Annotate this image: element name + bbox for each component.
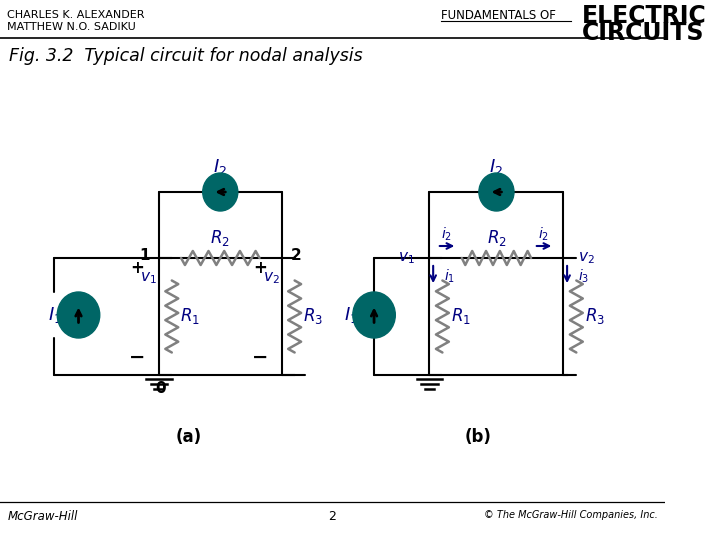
Text: $i_2$: $i_2$ [441,225,451,242]
Text: $I_1$: $I_1$ [344,305,358,325]
Text: $I_2$: $I_2$ [213,157,228,177]
Text: 2: 2 [291,248,302,264]
Text: $R_3$: $R_3$ [585,307,605,327]
Text: $i_2$: $i_2$ [538,225,549,242]
Text: $I_1$: $I_1$ [48,305,63,325]
Text: $R_2$: $R_2$ [210,228,230,248]
Text: © The McGraw-Hill Companies, Inc.: © The McGraw-Hill Companies, Inc. [484,510,657,520]
Text: $i_3$: $i_3$ [578,267,590,285]
Text: $v_2$: $v_2$ [264,270,280,286]
Text: ELECTRIC: ELECTRIC [582,4,706,28]
Text: +: + [253,259,267,277]
Text: FUNDAMENTALS OF: FUNDAMENTALS OF [441,9,557,22]
Circle shape [203,173,238,211]
Circle shape [58,292,100,338]
Text: Fig. 3.2  Typical circuit for nodal analysis: Fig. 3.2 Typical circuit for nodal analy… [9,47,363,65]
Text: $R_1$: $R_1$ [180,307,200,327]
Text: $v_1$: $v_1$ [140,270,157,286]
Text: $v_1$: $v_1$ [398,250,415,266]
Text: McGraw-Hill: McGraw-Hill [7,510,78,523]
Text: $R_3$: $R_3$ [303,307,323,327]
Text: (a): (a) [176,428,202,446]
Text: $R_1$: $R_1$ [451,307,471,327]
Text: −: − [130,348,146,367]
Text: $R_2$: $R_2$ [487,228,506,248]
Text: CIRCUITS: CIRCUITS [582,21,704,45]
Text: 0: 0 [156,381,166,396]
Circle shape [479,173,514,211]
Text: −: − [252,348,269,367]
Text: $I_2$: $I_2$ [490,157,503,177]
Circle shape [353,292,395,338]
Text: +: + [131,259,145,277]
Text: 1: 1 [139,248,149,264]
Text: MATTHEW N.O. SADIKU: MATTHEW N.O. SADIKU [7,22,136,32]
Text: 2: 2 [328,510,336,523]
Text: $i_1$: $i_1$ [444,267,455,285]
Text: (b): (b) [464,428,492,446]
Text: $v_2$: $v_2$ [578,250,595,266]
Text: CHARLES K. ALEXANDER: CHARLES K. ALEXANDER [7,10,145,20]
